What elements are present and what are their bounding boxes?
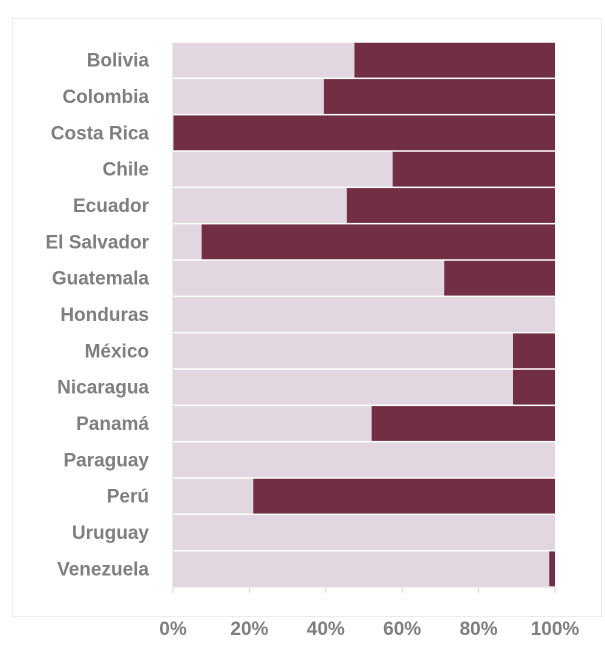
category-label: El Salvador xyxy=(46,232,150,253)
bar-segment-light xyxy=(173,442,555,478)
category-label: Panamá xyxy=(76,414,149,435)
bar-segment-light xyxy=(173,151,393,187)
bar-segment-light xyxy=(173,297,555,332)
category-label: Chile xyxy=(103,160,149,181)
x-tick-marks xyxy=(172,587,556,593)
x-tick-labels: 0% 20% 40% 60% 80% 100% xyxy=(159,619,579,640)
category-label: Venezuela xyxy=(57,559,149,580)
bar-segment-light xyxy=(173,333,513,369)
category-label: Colombia xyxy=(62,87,149,108)
bar-segment-dark xyxy=(512,369,555,405)
bar-segment-dark xyxy=(346,188,555,223)
x-tick-label: 0% xyxy=(159,619,187,640)
bar-segment-dark xyxy=(392,151,555,187)
bar-segment-dark xyxy=(253,478,555,514)
category-label: Paraguay xyxy=(63,450,149,471)
bar-segment-dark xyxy=(323,79,555,114)
bar-segment-dark xyxy=(371,406,555,441)
category-label: Guatemala xyxy=(52,269,150,290)
bar-segment-dark xyxy=(354,42,555,78)
category-label: México xyxy=(85,341,149,362)
category-label: Honduras xyxy=(60,305,149,326)
x-tick-label: 80% xyxy=(460,619,498,640)
bar-segment-dark xyxy=(201,224,555,260)
category-label: Uruguay xyxy=(72,523,150,544)
x-tick-label: 100% xyxy=(531,619,580,640)
bar-segment-light xyxy=(173,260,445,296)
category-label: Perú xyxy=(107,487,149,508)
category-label: Costa Rica xyxy=(51,123,150,144)
x-tick-label: 40% xyxy=(307,619,345,640)
x-tick-label: 20% xyxy=(230,619,268,640)
bar-segment-dark xyxy=(173,115,555,151)
bar-segment-light xyxy=(173,188,347,223)
category-label: Bolivia xyxy=(87,51,150,72)
bar-group xyxy=(173,42,555,587)
bar-segment-light xyxy=(173,369,513,405)
bar-segment-light xyxy=(173,515,555,550)
bar-segment-light xyxy=(173,551,550,587)
bar-segment-light xyxy=(173,42,355,78)
bar-segment-dark xyxy=(512,333,555,369)
category-label: Nicaragua xyxy=(57,378,149,399)
bar-segment-light xyxy=(173,478,254,514)
bar-segment-dark xyxy=(549,551,555,587)
category-labels: Bolivia Colombia Costa Rica Chile Ecuador El … xyxy=(46,51,150,581)
bar-segment-dark xyxy=(444,260,555,296)
bar-segment-light xyxy=(173,79,324,114)
category-label: Ecuador xyxy=(73,196,150,217)
x-tick-label: 60% xyxy=(383,619,421,640)
bar-segment-light xyxy=(173,224,202,260)
bar-segment-light xyxy=(173,406,372,441)
